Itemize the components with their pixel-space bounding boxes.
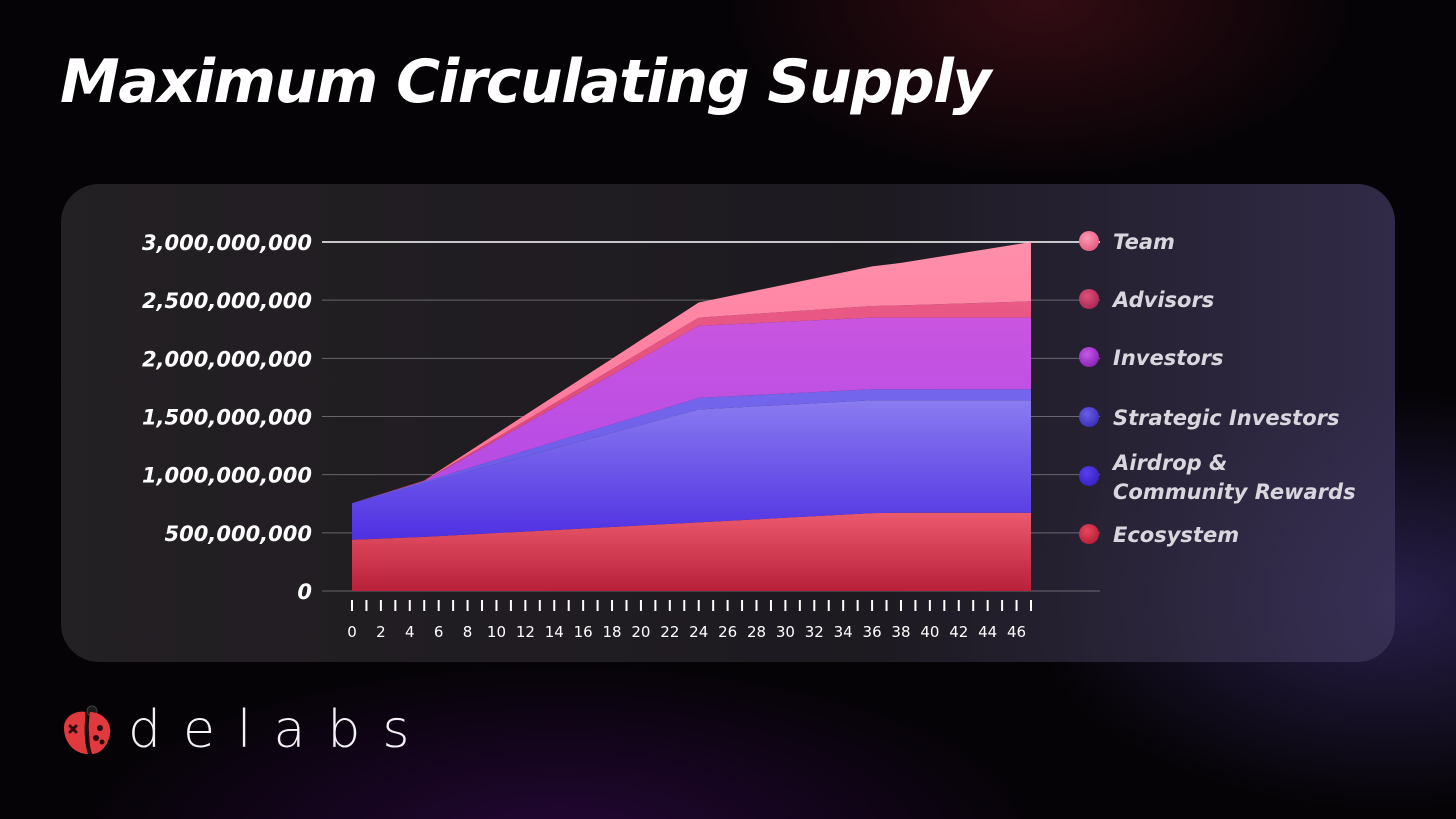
legend-label: Advisors [1111,288,1214,312]
y-tick-label: 1,500,000,000 [142,406,312,430]
legend-swatch [1079,407,1099,427]
y-tick-label: 500,000,000 [165,522,312,546]
legend-swatch [1079,231,1099,251]
x-tick-label: 6 [434,623,444,641]
x-tick-label: 2 [376,623,386,641]
x-tick-label: 8 [463,623,473,641]
y-tick-label: 3,000,000,000 [142,231,312,255]
x-tick-label: 12 [516,623,535,641]
legend-swatch [1079,289,1099,309]
x-tick-label: 20 [631,623,650,641]
x-tick-label: 38 [891,623,910,641]
legend-swatch [1079,466,1099,486]
x-axis-ticks: 0 2 4 6 8 10 12 14 16 18 20 22 24 26 28 30 32 34 36 38 40 42 4… [347,600,1032,641]
y-tick-label: 2,500,000,000 [142,289,312,313]
y-tick-label: 2,000,000,000 [142,347,312,371]
legend-item: Advisors [1079,288,1214,312]
x-tick-label: 32 [805,623,824,641]
y-tick-label: 0 [297,580,312,604]
x-tick-label: 44 [978,623,997,641]
x-tick-label: 0 [347,623,357,641]
x-tick-label: 28 [747,623,766,641]
page-title: Maximum Circulating Supply [60,47,991,117]
y-tick-label: 1,000,000,000 [142,464,312,488]
y-axis-ticks: 0 500,000,000 1,000,000,000 1,500,000,000 2,… [142,231,312,604]
area-investors [352,317,1031,504]
x-tick-label: 10 [487,623,506,641]
ladybug-gamepad-logo-icon [64,705,111,755]
legend-label: Community Rewards [1113,480,1356,504]
legend-item: Strategic Investors [1079,406,1339,430]
brand-logo: delabs [58,700,431,760]
legend-swatch [1079,347,1099,367]
legend-item: Investors [1079,346,1224,370]
x-tick-label: 36 [863,623,882,641]
area-airdrop-community-rewards [352,400,1031,540]
x-tick-label: 4 [405,623,415,641]
x-tick-label: 18 [602,623,621,641]
x-tick-label: 42 [949,623,968,641]
series-areas [352,242,1031,591]
legend-label: Strategic Investors [1113,406,1339,430]
x-tick-label: 22 [660,623,679,641]
x-tick-label: 40 [920,623,939,641]
legend-item: Ecosystem [1079,523,1239,547]
legend-label: Airdrop & [1111,451,1227,475]
legend-item: Airdrop & Community Rewards [1079,451,1356,504]
x-tick-label: 24 [689,623,708,641]
legend: Team Advisors Investors Strategic Investors… [1079,230,1356,547]
legend-item: Team [1079,230,1175,254]
legend-label: Investors [1113,346,1224,370]
area-ecosystem [352,512,1031,591]
legend-label: Ecosystem [1113,523,1239,547]
brand-wordmark: delabs [128,700,432,760]
legend-label: Team [1113,230,1175,254]
x-tick-label: 16 [574,623,593,641]
x-tick-label: 46 [1007,623,1026,641]
x-tick-label: 30 [776,623,795,641]
x-tick-label: 14 [545,623,564,641]
area-team [352,242,1031,504]
legend-swatch [1079,524,1099,544]
x-tick-label: 26 [718,623,737,641]
x-tick-label: 34 [834,623,853,641]
